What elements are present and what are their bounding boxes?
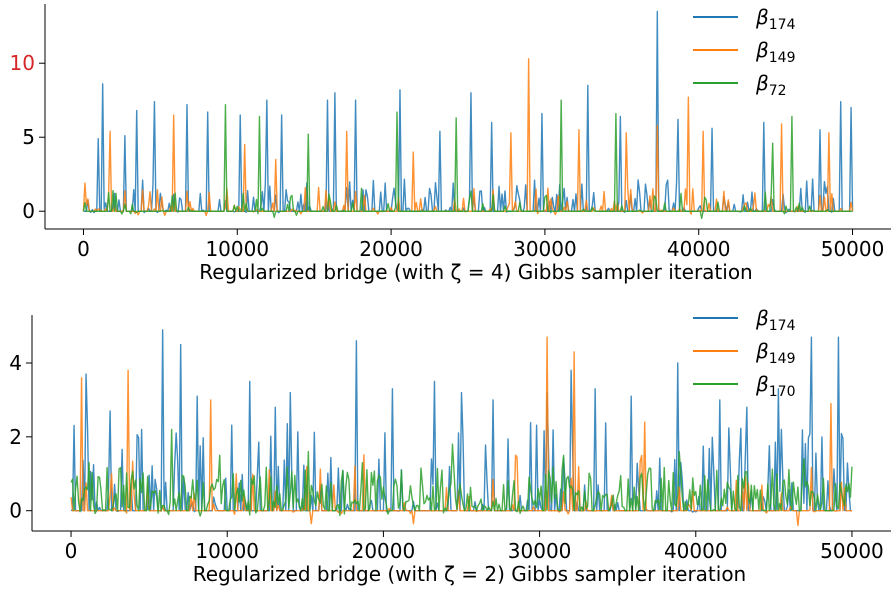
x-axis-label: Regularized bridge (with ζ = 4) Gibbs sa… [199,260,753,284]
legend-label: β174 [755,306,796,334]
legend-label: β72 [755,71,787,99]
x-axis-label: Regularized bridge (with ζ = 2) Gibbs sa… [193,562,747,586]
x-tick-label: 50000 [821,237,885,261]
series-line-174 [70,329,852,513]
series-line-174 [83,10,854,214]
y-tick-label: 5 [22,125,35,149]
series-line-170 [70,428,853,517]
x-tick-label: 30000 [508,539,572,563]
x-tick-label: 0 [77,237,90,261]
y-tick-label: 10 [10,51,35,75]
series-line-72 [82,99,853,220]
x-tick-label: 0 [65,539,78,563]
x-tick-label: 20000 [352,539,416,563]
legend-label: β170 [755,372,796,400]
x-tick-label: 10000 [195,539,259,563]
top-trace-plot: 0 10000 20000 30000 40000 50000 0 5 10 Regularize… [10,4,891,284]
x-tick-label: 40000 [667,237,731,261]
legend: β174 β149 β170 [693,306,796,400]
x-tick-label: 40000 [664,539,728,563]
x-tick-label: 20000 [359,237,423,261]
legend: β174 β149 β72 [693,5,796,99]
legend-label: β149 [755,38,796,66]
x-tick-label: 10000 [205,237,269,261]
y-tick-label: 0 [22,199,35,223]
x-tick-label: 50000 [820,539,884,563]
legend-label: β149 [755,339,796,367]
y-tick-label: 4 [9,351,22,375]
y-tick-label: 2 [9,425,22,449]
y-tick-label: 0 [9,499,22,523]
bottom-trace-plot: 0 10000 20000 30000 40000 50000 0 2 4 Regularized… [9,306,891,586]
x-tick-label: 30000 [513,237,577,261]
legend-label: β174 [755,5,796,33]
